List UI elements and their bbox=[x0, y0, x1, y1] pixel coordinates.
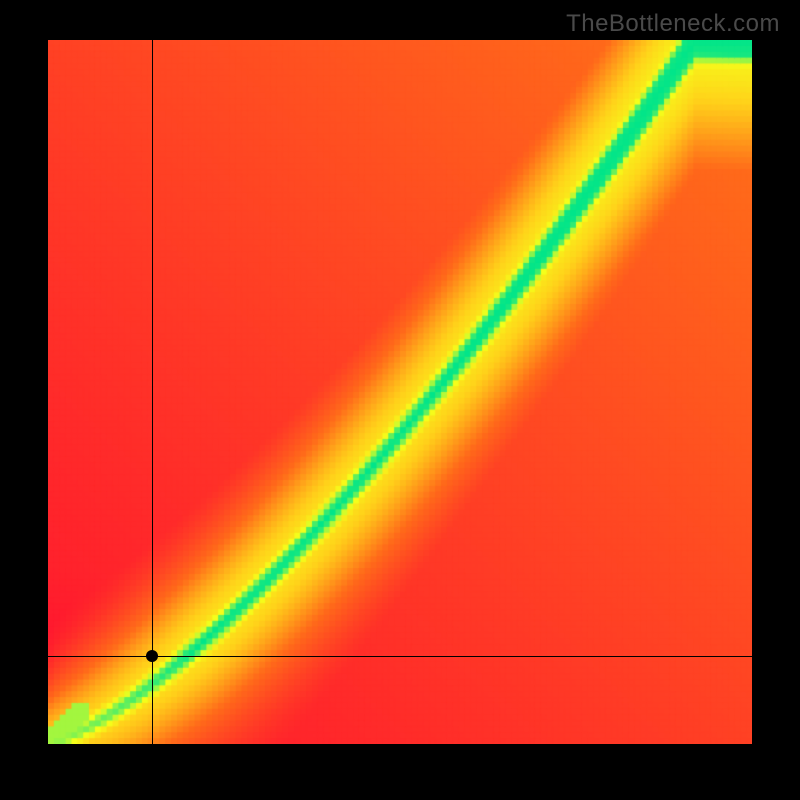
marker-dot bbox=[146, 650, 158, 662]
plot-area bbox=[48, 40, 752, 744]
heatmap-canvas bbox=[48, 40, 752, 744]
crosshair-vertical bbox=[152, 40, 153, 744]
chart-container: TheBottleneck.com bbox=[0, 0, 800, 800]
watermark-text: TheBottleneck.com bbox=[566, 10, 780, 38]
